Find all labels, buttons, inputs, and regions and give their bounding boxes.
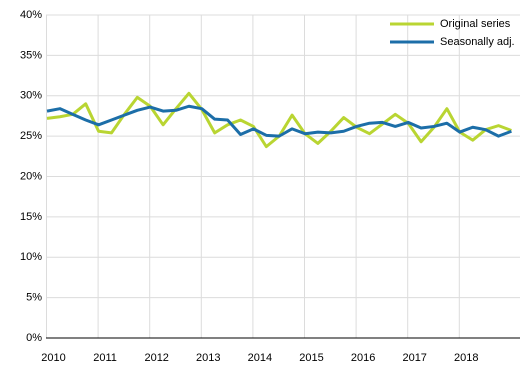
y-tick-label: 40% bbox=[20, 9, 42, 21]
x-tick-label: 2012 bbox=[144, 352, 168, 364]
x-tick-label: 2015 bbox=[299, 352, 323, 364]
y-tick-label: 35% bbox=[20, 49, 42, 61]
y-tick-label: 5% bbox=[26, 292, 42, 304]
y-tick-label: 30% bbox=[20, 90, 42, 102]
legend-label: Seasonally adj. bbox=[440, 36, 515, 48]
x-tick-label: 2013 bbox=[196, 352, 220, 364]
series-line bbox=[46, 104, 512, 138]
x-tick-label: 2010 bbox=[41, 352, 65, 364]
x-tick-label: 2014 bbox=[248, 352, 272, 364]
y-tick-label: 10% bbox=[20, 251, 42, 263]
legend-label: Original series bbox=[440, 18, 511, 30]
x-tick-label: 2011 bbox=[93, 352, 117, 364]
x-tick-label: 2017 bbox=[402, 352, 426, 364]
y-tick-label: 0% bbox=[26, 332, 42, 344]
x-tick-label: 2018 bbox=[454, 352, 478, 364]
y-tick-label: 20% bbox=[20, 170, 42, 182]
series-line bbox=[46, 91, 512, 149]
x-tick-label: 2016 bbox=[351, 352, 375, 364]
y-tick-label: 15% bbox=[20, 211, 42, 223]
y-tick-label: 25% bbox=[20, 130, 42, 142]
